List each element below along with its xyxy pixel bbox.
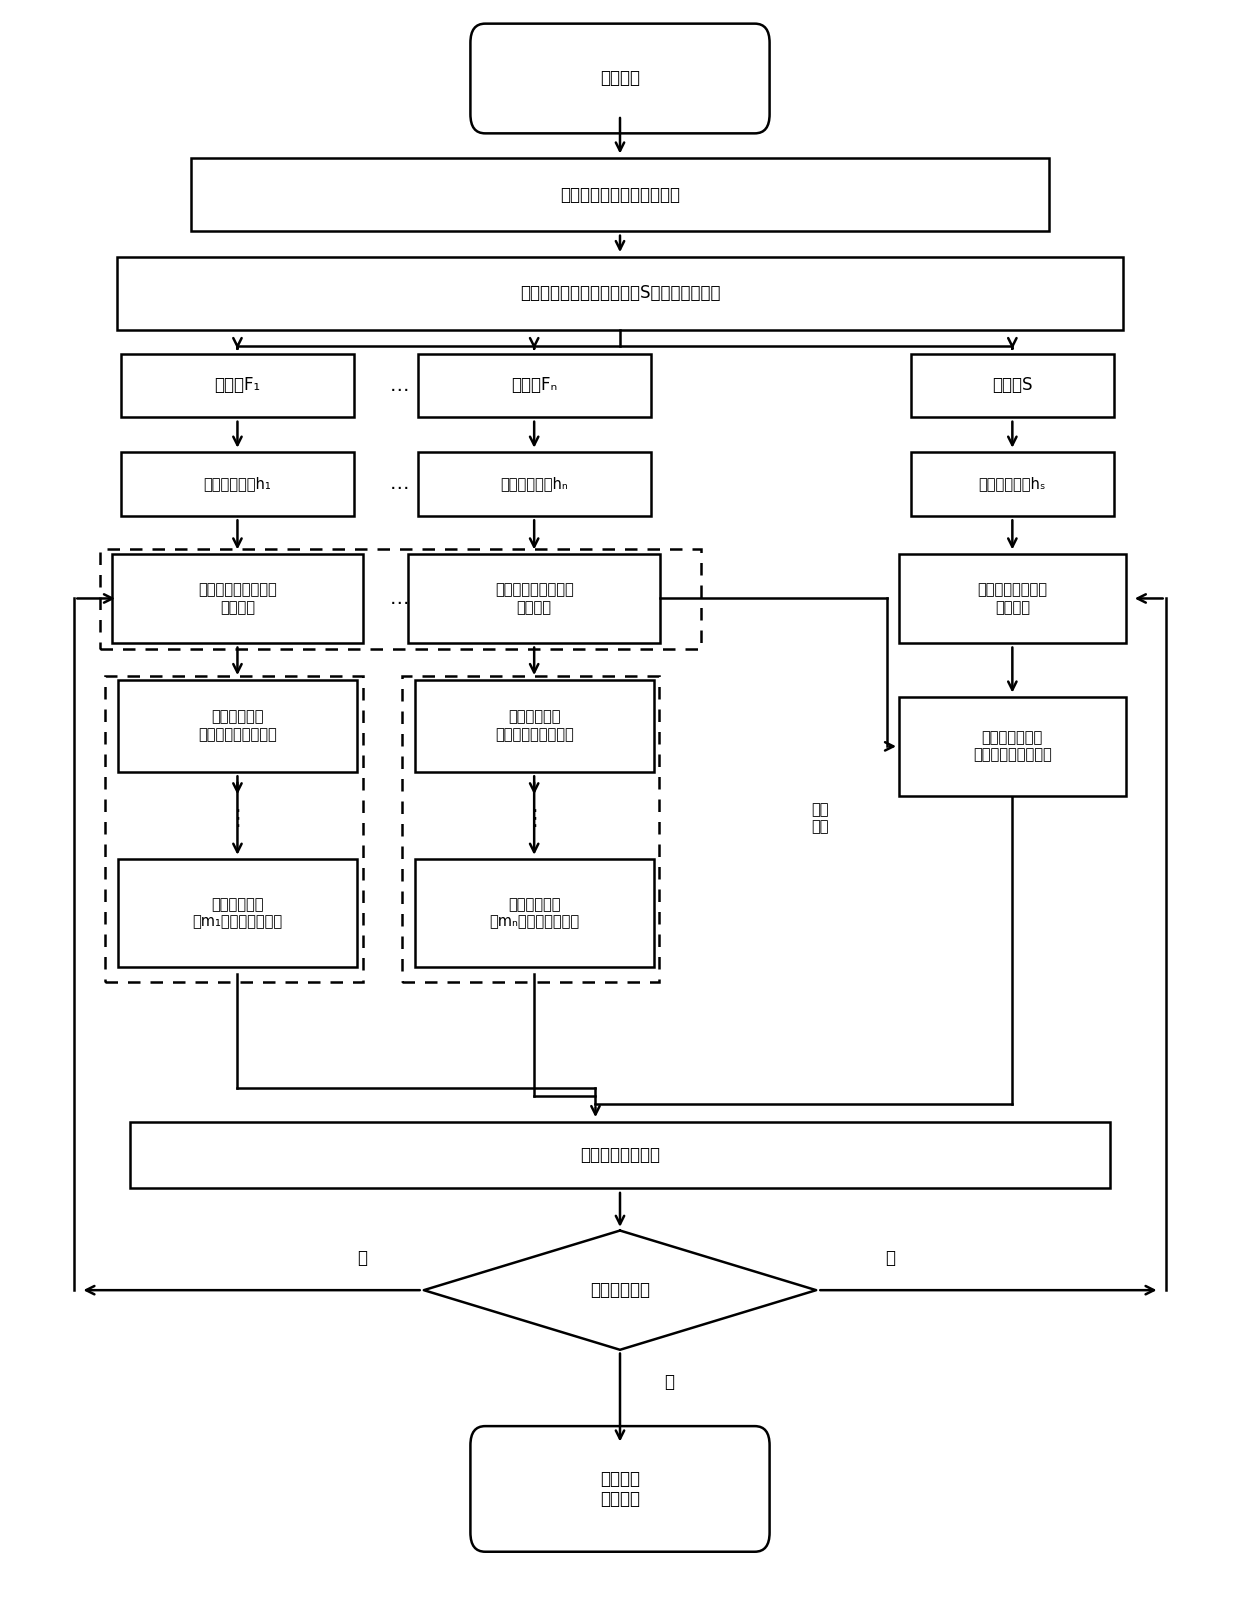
Bar: [899, 698, 1126, 796]
Text: 设置仿真步长hₛ: 设置仿真步长hₛ: [978, 476, 1047, 491]
Bar: [899, 553, 1126, 643]
Text: 预测接口变量
第一步电磁暂态计算: 预测接口变量 第一步电磁暂态计算: [495, 709, 574, 743]
Text: 协调
修正: 协调 修正: [811, 802, 828, 834]
Text: 仿真时间到？: 仿真时间到？: [590, 1282, 650, 1299]
Text: …: …: [389, 375, 409, 395]
Text: 整体系统潮流计算与初始化: 整体系统潮流计算与初始化: [560, 186, 680, 204]
Text: 否: 否: [885, 1250, 895, 1267]
Text: 设置仿真步长h₁: 设置仿真步长h₁: [203, 476, 272, 491]
Bar: [402, 677, 660, 982]
Bar: [100, 549, 701, 650]
Text: 设置仿真步长hₙ: 设置仿真步长hₙ: [500, 476, 568, 491]
Bar: [414, 860, 653, 967]
FancyBboxPatch shape: [470, 1426, 770, 1551]
Bar: [112, 553, 363, 643]
Bar: [408, 553, 660, 643]
Text: 均值化接口变量
慢系统电磁暂态计算: 均值化接口变量 慢系统电磁暂态计算: [973, 730, 1052, 762]
Text: 否: 否: [357, 1250, 367, 1267]
Text: 建立诺顿等效电路
作为接口: 建立诺顿等效电路 作为接口: [977, 582, 1048, 614]
Bar: [129, 1121, 1111, 1189]
Bar: [118, 860, 357, 967]
Text: 是: 是: [665, 1373, 675, 1391]
Text: 慢系统S: 慢系统S: [992, 377, 1033, 395]
Text: 预测接口变量
第mₙ步电磁暂态计算: 预测接口变量 第mₙ步电磁暂态计算: [489, 897, 579, 929]
FancyBboxPatch shape: [470, 24, 770, 133]
Bar: [418, 353, 651, 417]
Text: 建立戴维南等效电路
作为接口: 建立戴维南等效电路 作为接口: [495, 582, 574, 614]
Text: ⋮: ⋮: [227, 810, 248, 829]
Text: 建立戴维南等效电路
作为接口: 建立戴维南等效电路 作为接口: [198, 582, 277, 614]
Text: 预测接口变量
第m₁步电磁暂态计算: 预测接口变量 第m₁步电磁暂态计算: [192, 897, 283, 929]
Text: 开始仿真: 开始仿真: [600, 69, 640, 88]
Bar: [122, 353, 353, 417]
Bar: [414, 680, 653, 772]
Text: ⋮: ⋮: [523, 810, 546, 829]
Bar: [911, 452, 1114, 516]
Text: 快系统F₁: 快系统F₁: [215, 377, 260, 395]
Bar: [122, 452, 353, 516]
Bar: [418, 452, 651, 516]
Bar: [118, 680, 357, 772]
Bar: [191, 159, 1049, 231]
Text: …: …: [389, 589, 409, 608]
Bar: [105, 677, 362, 982]
Text: …: …: [389, 475, 409, 494]
Text: 快系统Fₙ: 快系统Fₙ: [511, 377, 557, 395]
Text: 接口变量状态修正: 接口变量状态修正: [580, 1145, 660, 1165]
Polygon shape: [424, 1230, 816, 1351]
Text: 将整个系统分成一个慢系统S和多个快子系统: 将整个系统分成一个慢系统S和多个快子系统: [520, 284, 720, 302]
Text: 预测接口变量
第一步电磁暂态计算: 预测接口变量 第一步电磁暂态计算: [198, 709, 277, 743]
Bar: [911, 353, 1114, 417]
Text: 仿真结束
输出数据: 仿真结束 输出数据: [600, 1469, 640, 1508]
Bar: [118, 257, 1122, 330]
